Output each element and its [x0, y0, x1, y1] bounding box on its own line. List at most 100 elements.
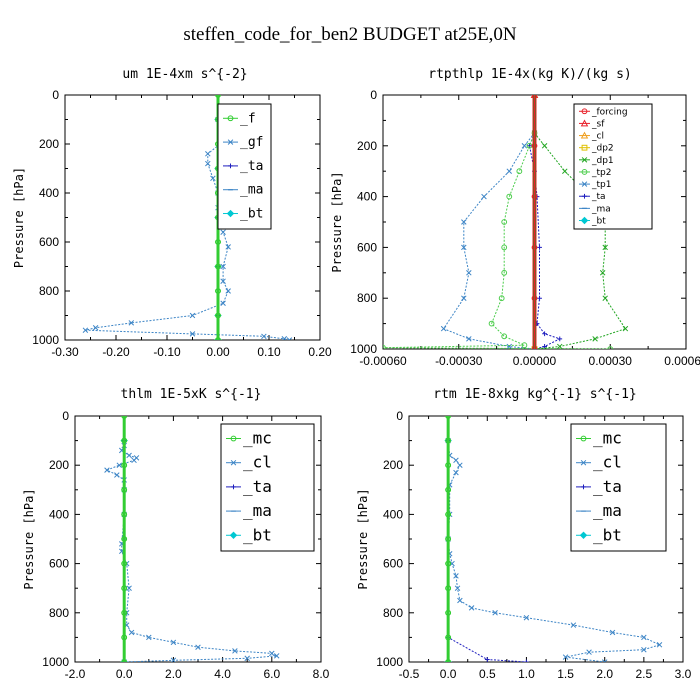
point-cl	[570, 622, 577, 628]
legend-label-cl: _cl	[243, 453, 272, 472]
y-tick-label: 0	[52, 88, 59, 102]
legend-label-bt: _bt	[243, 525, 272, 544]
x-tick-label: -0.5	[399, 667, 420, 681]
legend-label-sf: _sf	[591, 119, 605, 129]
x-tick-label: -0.30	[51, 345, 79, 359]
point-cl	[656, 642, 663, 648]
x-tick-label: -0.20	[102, 345, 130, 359]
legend-label-ma: _ma	[593, 501, 622, 520]
point-f	[215, 337, 221, 340]
point-dp1	[541, 143, 548, 149]
point-cl	[126, 452, 132, 459]
point-ta	[542, 344, 547, 349]
point-cl	[641, 634, 647, 641]
y-tick-label: 400	[49, 507, 69, 521]
legend-marker-bt	[579, 531, 588, 539]
legend-label-ta: _ta	[593, 477, 622, 496]
x-tick-label: 0.00030	[589, 354, 633, 368]
x-tick-label: 8.0	[313, 667, 330, 681]
point-cl	[128, 629, 135, 636]
legend-label-f: _f	[240, 111, 256, 126]
x-tick-label: 1.5	[557, 667, 574, 681]
point-gf	[225, 288, 231, 294]
point-tp2	[501, 244, 508, 251]
y-tick-label: 800	[357, 291, 377, 305]
legend-marker-sf	[580, 119, 589, 127]
point-cl	[453, 573, 459, 579]
point-mc	[121, 462, 128, 469]
point-mc	[445, 659, 452, 662]
y-tick-label: 800	[49, 606, 69, 620]
legend-label-cl: _cl	[593, 453, 622, 472]
point-f	[215, 95, 221, 98]
legend-marker-tp1	[581, 181, 588, 187]
point-ta	[527, 143, 532, 149]
point-cl	[232, 648, 238, 654]
point-tp1	[461, 295, 467, 301]
point-gf	[189, 312, 196, 319]
y-tick-label: 200	[357, 139, 377, 153]
point-cl	[244, 655, 250, 662]
point-cl	[457, 462, 463, 468]
point-cl	[523, 614, 530, 621]
legend-marker-gf	[227, 139, 234, 145]
chart-panel-4: rtm 1E-8xkg kg^{-1} s^{-1} Pressure [hPa]…	[356, 387, 692, 681]
point-tp2	[383, 344, 386, 349]
y-axis-label: Pressure [hPa]	[330, 171, 344, 272]
point-cl	[104, 467, 110, 473]
point-cl	[468, 605, 475, 611]
point-ta	[524, 659, 529, 662]
point-cl	[586, 649, 592, 655]
point-f	[215, 312, 221, 319]
point-gf	[220, 278, 226, 284]
legend-label-mc: _mc	[243, 429, 272, 448]
legend-marker-ta	[231, 484, 236, 490]
point-dp1	[562, 168, 568, 174]
x-tick-label: 0.00	[206, 345, 230, 359]
series-line-gf	[85, 119, 290, 340]
x-tick-label: 0.00000	[513, 354, 557, 368]
point-mc	[121, 437, 128, 444]
point-mc	[445, 560, 452, 567]
point-mc	[121, 416, 128, 419]
panel-title: rtm 1E-8xkg kg^{-1} s^{-1}	[433, 387, 637, 402]
x-tick-label: 0.10	[257, 345, 281, 359]
y-tick-label: 200	[383, 458, 403, 472]
point-gf	[189, 331, 196, 337]
x-tick-label: 4.0	[214, 667, 231, 681]
point-mc	[121, 536, 128, 542]
point-ta	[557, 336, 563, 342]
point-mc	[445, 536, 452, 542]
x-tick-label: 2.5	[636, 667, 653, 681]
point-gf	[128, 320, 135, 326]
point-tp2	[521, 342, 528, 349]
y-tick-label: 600	[49, 557, 69, 571]
figure-title: steffen_code_for_ben2 BUDGET at25E,0N	[183, 24, 517, 45]
point-mc	[121, 659, 128, 662]
point-tp2	[607, 346, 614, 349]
y-tick-label: 600	[357, 240, 377, 254]
y-tick-label: 0	[396, 409, 403, 423]
series-line-tp1	[442, 132, 535, 349]
legend-marker-bt	[229, 531, 238, 539]
point-gf	[205, 160, 211, 167]
point-mc	[445, 437, 452, 444]
point-gf	[225, 244, 231, 250]
y-tick-label: 200	[39, 137, 59, 151]
point-ta	[537, 245, 542, 250]
y-axis-label: Pressure [hPa]	[356, 488, 370, 589]
point-cl	[273, 653, 280, 659]
legend: _mc _cl _ta _ma _bt	[570, 423, 667, 552]
legend-marker-ta	[582, 193, 587, 199]
point-gf	[92, 324, 99, 331]
chart-panel-3: thlm 1E-5xK s^{-1} Pressure [hPa] -2.0 0.0 2…	[22, 387, 330, 681]
point-tp2	[506, 193, 513, 200]
point-gf	[220, 229, 226, 235]
point-cl	[453, 457, 459, 464]
x-tick-label: 2.0	[165, 667, 182, 681]
y-axis-label: Pressure [hPa]	[22, 488, 36, 589]
legend-marker-cl	[580, 131, 589, 139]
point-f	[215, 239, 221, 245]
series-line-dp1	[534, 132, 627, 349]
